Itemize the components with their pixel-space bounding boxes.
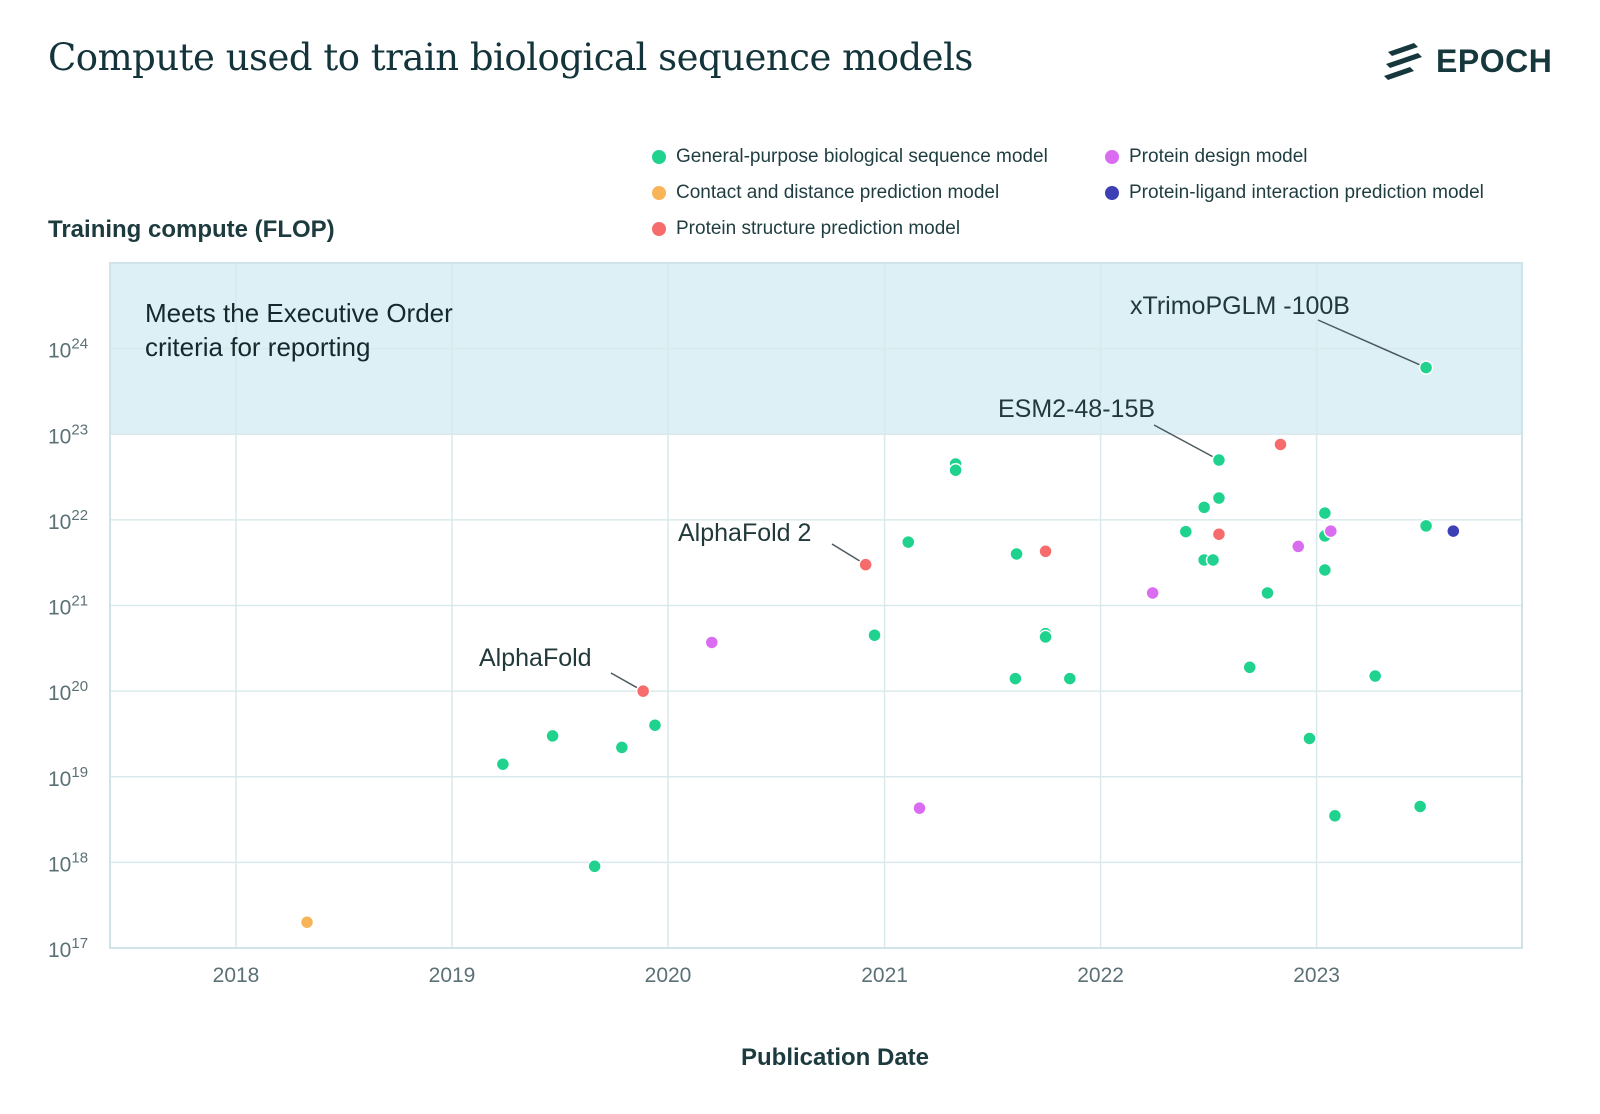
y-tick-label: 1020 bbox=[48, 678, 88, 705]
data-point bbox=[1196, 500, 1212, 515]
y-tick-label: 1023 bbox=[48, 421, 88, 448]
y-tick-label: 1018 bbox=[48, 849, 88, 876]
data-point bbox=[901, 534, 916, 550]
legend-swatch bbox=[1105, 150, 1119, 164]
data-point bbox=[1317, 562, 1333, 578]
legend-swatch bbox=[652, 186, 666, 200]
data-point bbox=[495, 756, 511, 772]
legend-swatch bbox=[652, 150, 666, 164]
x-tick-label: 2021 bbox=[861, 964, 908, 987]
data-point bbox=[1211, 526, 1227, 542]
legend-item: Protein structure prediction model bbox=[652, 218, 960, 240]
legend-item: General-purpose biological sequence mode… bbox=[652, 146, 1048, 168]
data-point bbox=[1260, 585, 1275, 601]
legend-swatch bbox=[652, 222, 666, 236]
plot-frame bbox=[109, 262, 1523, 949]
data-point bbox=[948, 462, 963, 478]
data-point bbox=[1178, 524, 1194, 539]
data-point bbox=[1211, 490, 1227, 506]
y-tick-label: 1022 bbox=[48, 507, 88, 534]
y-tick-label: 1017 bbox=[48, 935, 88, 962]
threshold-band-label-line2: criteria for reporting bbox=[145, 332, 370, 362]
data-point bbox=[858, 557, 873, 572]
data-point bbox=[1273, 437, 1288, 452]
data-point bbox=[1145, 585, 1160, 601]
data-point bbox=[1008, 671, 1023, 686]
logo-text: EPOCH bbox=[1436, 42, 1553, 79]
y-axis-label: Training compute (FLOP) bbox=[48, 216, 335, 243]
annotation-leader-line bbox=[1153, 424, 1220, 461]
data-point bbox=[1242, 660, 1257, 675]
data-point bbox=[867, 627, 882, 643]
data-point bbox=[587, 859, 602, 874]
data-point bbox=[1038, 629, 1053, 645]
annotation-leader-line bbox=[1317, 319, 1427, 369]
threshold-band-label-line1: Meets the Executive Order bbox=[145, 298, 453, 328]
x-tick-label: 2018 bbox=[213, 964, 260, 987]
x-tick-label: 2023 bbox=[1293, 964, 1340, 987]
data-point bbox=[1412, 799, 1428, 814]
data-point bbox=[1323, 523, 1339, 539]
legend-swatch bbox=[1105, 186, 1119, 200]
legend-label: Protein structure prediction model bbox=[676, 218, 961, 239]
data-point bbox=[1038, 544, 1053, 559]
data-point bbox=[1327, 808, 1343, 824]
legend-label: Contact and distance prediction model bbox=[676, 182, 1000, 203]
legend-label: General-purpose biological sequence mode… bbox=[676, 146, 1048, 167]
x-tick-label: 2019 bbox=[429, 964, 476, 987]
data-point bbox=[1446, 523, 1461, 539]
legend-item: Contact and distance prediction model bbox=[652, 182, 999, 204]
data-point bbox=[1205, 552, 1221, 568]
data-point bbox=[912, 800, 927, 816]
x-tick-label: 2020 bbox=[645, 964, 692, 987]
legend-label: Protein design model bbox=[1129, 146, 1308, 167]
y-tick-label: 1021 bbox=[48, 593, 88, 620]
annotation-label: AlphaFold 2 bbox=[678, 519, 811, 547]
data-point bbox=[614, 740, 630, 755]
x-tick-label: 2022 bbox=[1077, 964, 1124, 987]
data-point bbox=[647, 717, 663, 733]
data-point bbox=[1418, 360, 1434, 375]
data-point bbox=[635, 683, 651, 699]
data-point bbox=[1367, 668, 1383, 684]
y-tick-label: 1024 bbox=[48, 336, 88, 363]
annotation-label: ESM2-48-15B bbox=[998, 395, 1155, 423]
epoch-logo: EPOCH bbox=[1384, 42, 1552, 80]
data-point bbox=[1009, 546, 1024, 562]
data-point bbox=[1302, 731, 1317, 746]
data-point bbox=[1418, 518, 1434, 534]
data-point bbox=[299, 914, 315, 930]
annotation-label: xTrimoPGLM -100B bbox=[1130, 292, 1350, 320]
legend-item: Protein design model bbox=[1105, 146, 1308, 168]
x-axis-label: Publication Date bbox=[740, 1044, 930, 1071]
data-point bbox=[1062, 671, 1078, 686]
chart-legend: General-purpose biological sequence mode… bbox=[652, 146, 1552, 256]
data-point bbox=[545, 728, 560, 744]
epoch-stripes-icon bbox=[1384, 43, 1422, 80]
data-point bbox=[1290, 539, 1306, 554]
y-tick-label: 1019 bbox=[48, 764, 88, 791]
data-point bbox=[1211, 452, 1227, 468]
data-point bbox=[704, 635, 720, 650]
data-point bbox=[1317, 505, 1333, 521]
legend-label: Protein-ligand interaction prediction mo… bbox=[1129, 182, 1484, 203]
legend-item: Protein-ligand interaction prediction mo… bbox=[1105, 182, 1484, 204]
annotation-label: AlphaFold bbox=[479, 644, 592, 672]
page-title: Compute used to train biological sequenc… bbox=[48, 36, 973, 79]
